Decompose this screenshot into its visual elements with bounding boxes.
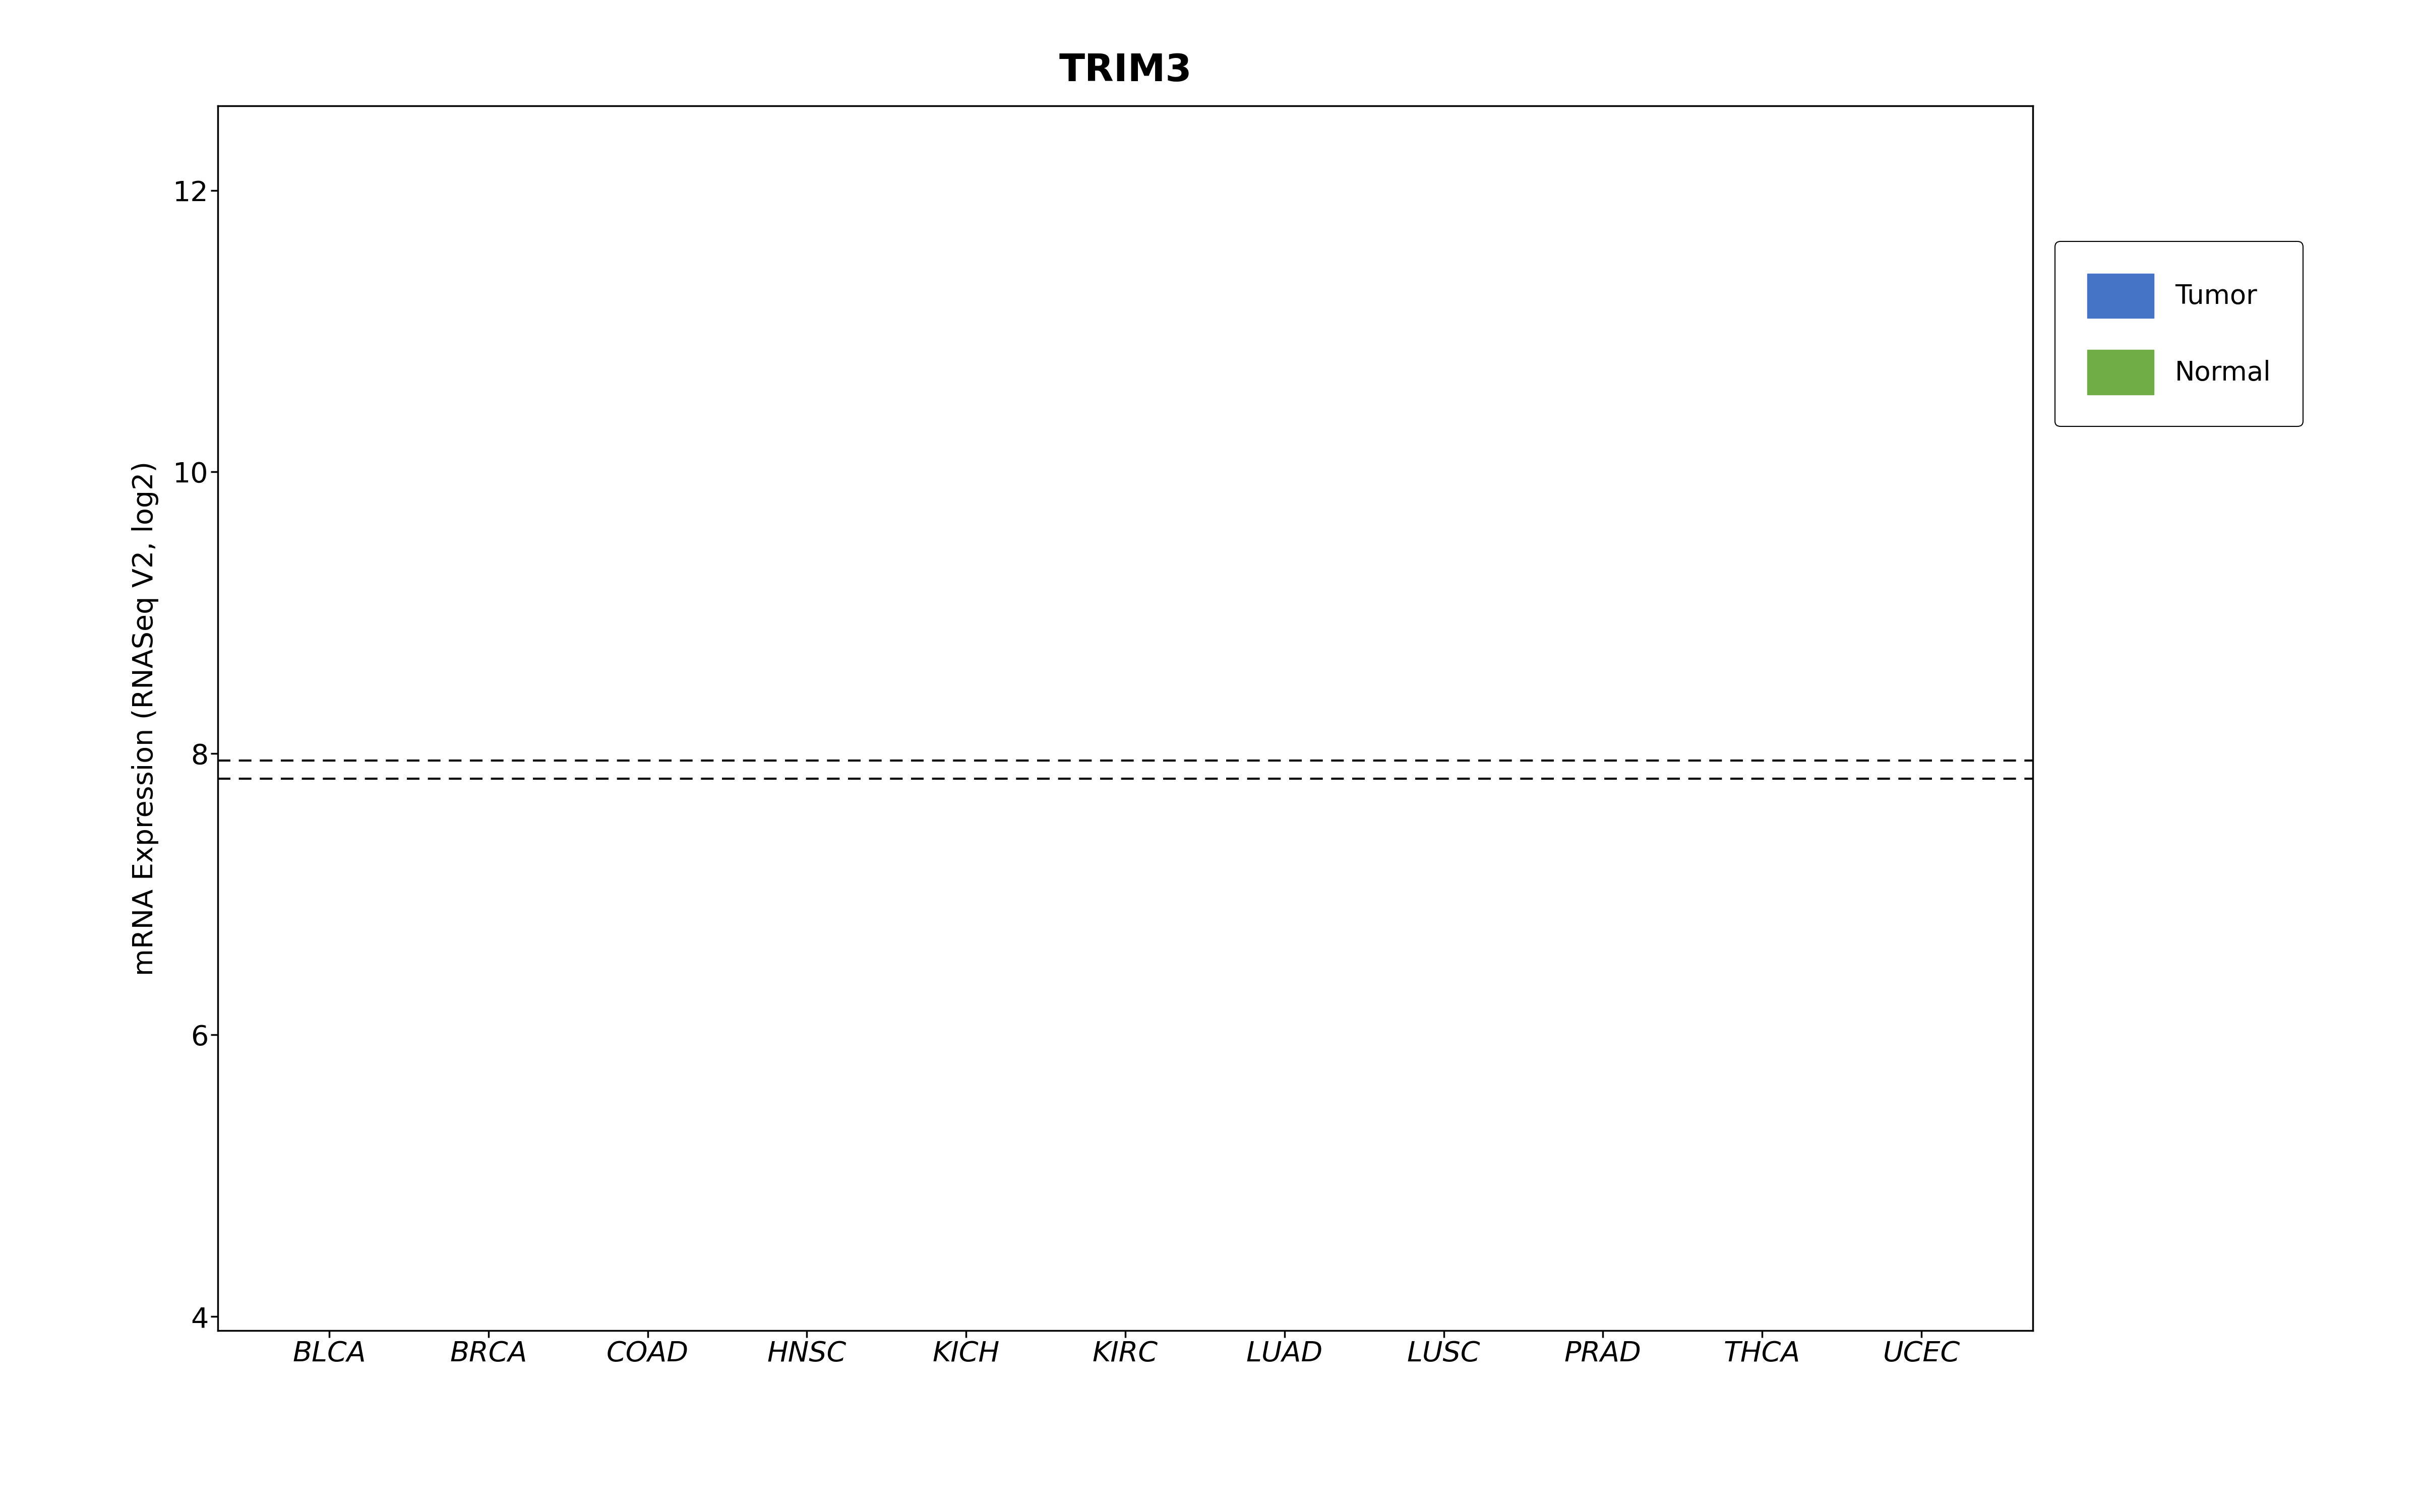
Legend: Tumor, Normal: Tumor, Normal [2055,242,2304,426]
Title: TRIM3: TRIM3 [1060,53,1191,89]
Y-axis label: mRNA Expression (RNASeq V2, log2): mRNA Expression (RNASeq V2, log2) [131,461,160,975]
